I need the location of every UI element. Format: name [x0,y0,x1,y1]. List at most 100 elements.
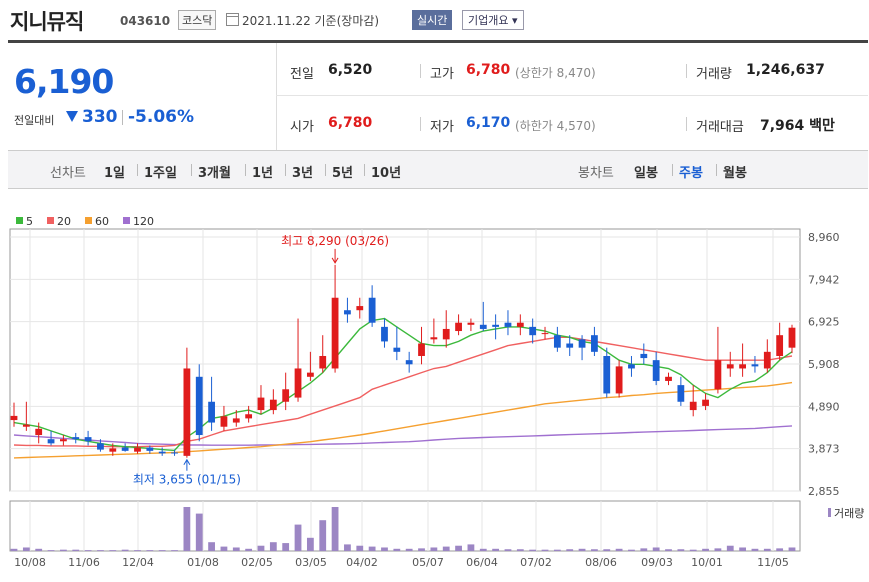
company-overview-button[interactable]: 기업개요 ▾ [462,10,524,30]
candle-tab-0[interactable]: 일봉 [634,166,658,181]
realtime-button[interactable]: 실시간 [412,10,453,30]
upper-limit: (상한가 8,470) [515,66,596,80]
x-tick-12: 10/01 [691,556,723,569]
legend-swatch-2 [85,217,92,224]
volume-bar-18 [232,547,240,551]
candle-body-13 [171,452,178,454]
candle-body-45 [566,343,574,348]
candle-body-22 [282,389,290,402]
low-value: 6,170 [466,115,511,131]
candle-body-40 [504,322,512,327]
candle-body-27 [344,310,351,315]
volume-label: 거래량 [696,67,732,82]
candle-body-26 [331,297,339,369]
volume-bar-6 [84,550,92,551]
volume-bar-61 [763,548,771,551]
volume-bar-15 [195,513,203,551]
legend-label-2: 60 [95,215,109,228]
period-tab-0[interactable]: 1일 [104,166,126,181]
candle-body-33 [418,343,425,356]
volume-bar-3 [47,550,55,551]
candle-body-53 [665,376,672,381]
candle-body-47 [591,335,598,352]
calendar-icon [226,13,239,26]
candle-body-55 [689,401,697,411]
high-label: 고가 [430,67,454,82]
candle-body-46 [578,339,586,348]
candle-body-52 [652,360,660,381]
quote-panel [8,43,868,151]
candle-tab-2[interactable]: 월봉 [723,166,747,181]
volume-bar-35 [442,546,450,551]
volume-bar-34 [430,547,438,551]
candle-body-0 [10,415,18,421]
candle-body-19 [245,414,253,419]
prev-close-label: 전일 [290,67,314,82]
candle-body-56 [702,399,709,406]
volume-bar-32 [405,548,413,551]
period-tab-6[interactable]: 10년 [371,166,402,181]
candle-body-38 [479,324,487,329]
candle-body-63 [788,327,796,348]
period-tab-4[interactable]: 3년 [292,166,314,181]
period-tab-2[interactable]: 3개월 [198,166,231,181]
volume-bar-2 [35,548,43,551]
candle-body-32 [405,360,413,365]
candle-body-42 [529,326,537,336]
period-tab-1[interactable]: 1주일 [144,166,177,181]
x-tick-5: 03/05 [295,556,327,569]
x-tick-1: 11/06 [68,556,100,569]
candle-body-17 [220,416,228,427]
volume-bar-36 [455,545,462,551]
x-tick-9: 07/02 [520,556,552,569]
y-tick-5: 3,873 [808,443,840,456]
volume-bar-52 [652,547,660,551]
ma60-line [13,381,793,459]
x-tick-2: 12/04 [122,556,154,569]
candle-body-6 [84,437,92,442]
trade-value: 7,964 백만 [760,118,835,134]
volume-bar-58 [726,545,734,551]
volume-bar-19 [245,548,253,551]
candle-body-54 [677,385,685,402]
volume-bar-5 [72,549,80,551]
candle-body-10 [134,447,141,452]
candle-body-49 [615,366,623,394]
volume-legend-label: 거래량 [834,507,864,520]
candle-body-39 [492,324,500,327]
volume-legend-swatch [828,508,831,517]
candle-body-1 [22,424,30,427]
candle-body-23 [294,368,302,398]
legend-label-3: 120 [133,215,154,228]
volume-bar-47 [591,549,598,551]
candle-body-43 [541,333,549,335]
y-tick-6: 2,855 [808,485,840,498]
open-label: 시가 [290,120,314,135]
chart-toolbar [8,151,868,189]
period-tab-5[interactable]: 5년 [332,166,354,181]
candle-body-58 [726,364,734,369]
candle-body-51 [640,353,648,359]
legend-swatch-3 [123,217,130,224]
volume-bar-27 [344,544,351,551]
volume-bar-25 [319,520,327,551]
x-tick-13: 11/05 [757,556,789,569]
candle-body-59 [739,364,746,369]
candle-body-3 [47,439,55,444]
volume-bar-38 [479,548,487,551]
candle-tab-1[interactable]: 주봉 [679,166,703,181]
volume-bar-26 [331,507,339,551]
volume-bar-8 [109,550,117,551]
volume-bar-9 [121,549,129,551]
prev-close-value: 6,520 [328,62,373,78]
period-tab-3[interactable]: 1년 [252,166,274,181]
x-tick-4: 02/05 [241,556,273,569]
candle-body-30 [381,326,388,342]
candle-body-16 [208,401,215,423]
y-tick-2: 6,925 [808,316,840,329]
candle-body-29 [368,297,376,323]
volume-bar-51 [640,548,648,551]
ma20-line [13,336,793,448]
ma120-line [13,425,793,446]
volume-bar-48 [603,549,611,551]
